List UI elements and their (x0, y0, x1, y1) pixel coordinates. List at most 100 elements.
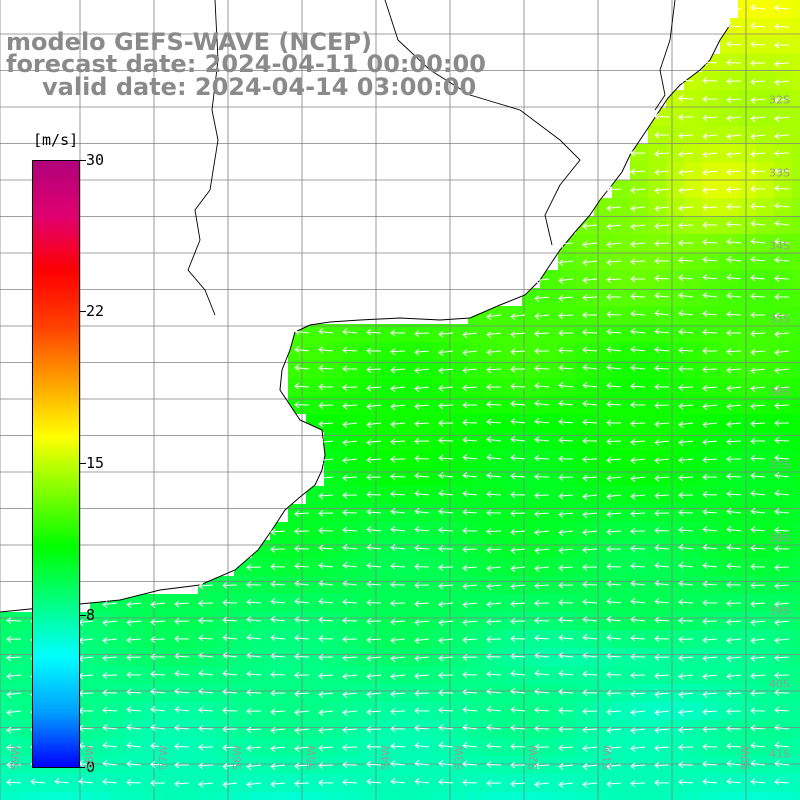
wind-vector-arrow (294, 762, 310, 770)
wind-speed-cell (792, 594, 800, 612)
wind-speed-cell (720, 306, 738, 324)
wind-vector-arrow (678, 328, 694, 336)
wind-vector-arrow (702, 778, 718, 785)
wind-vector-arrow (510, 491, 526, 499)
wind-speed-cell (522, 396, 540, 414)
latitude-label: 34S (769, 239, 790, 253)
wind-vector-arrow (318, 727, 334, 734)
wind-vector-arrow (726, 238, 742, 246)
wind-vector-arrow (750, 600, 766, 608)
latitude-label: 36S (769, 385, 790, 399)
wind-vector-arrow (534, 277, 550, 285)
wind-speed-cell (792, 540, 800, 558)
wind-vector-arrow (102, 706, 118, 714)
wind-vector-arrow (558, 781, 574, 789)
wind-speed-cell (306, 324, 324, 342)
wind-vector-arrow (750, 330, 766, 338)
wind-vector-arrow (606, 276, 622, 284)
wind-vector-arrow (702, 599, 718, 607)
wind-vector-arrow (726, 673, 742, 680)
wind-vector-arrow (678, 346, 694, 354)
wind-vector-arrow (726, 203, 742, 211)
wind-vector-arrow (654, 364, 670, 372)
wind-speed-cell (54, 792, 72, 800)
wind-vector-arrow (510, 617, 526, 625)
wind-speed-cell (738, 126, 756, 144)
wind-speed-cell (162, 684, 180, 702)
wind-vector-arrow (726, 40, 742, 48)
wind-vector-arrow (222, 781, 238, 789)
wind-vector-arrow (702, 256, 718, 264)
wind-vector-arrow (630, 597, 646, 605)
wind-vector-arrow (654, 187, 670, 195)
wind-vector-arrow (294, 690, 310, 698)
wind-vector-arrow (558, 616, 574, 624)
wind-vector-arrow (702, 169, 718, 177)
wind-vector-arrow (294, 709, 310, 716)
wind-vector-arrow (318, 616, 334, 624)
wind-vector-arrow (558, 346, 574, 354)
wind-vector-arrow (198, 582, 214, 590)
wind-vector-arrow (582, 707, 598, 715)
wind-vector-arrow (366, 655, 382, 662)
wind-vector-arrow (534, 617, 550, 625)
wind-speed-cell (306, 666, 324, 684)
wind-vector-arrow (726, 544, 742, 551)
wind-speed-cell (558, 360, 576, 378)
wind-speed-cell (666, 486, 684, 504)
wind-speed-cell (792, 702, 800, 720)
wind-vector-arrow (534, 725, 550, 732)
wind-vector-arrow (774, 150, 790, 157)
wind-vector-arrow (414, 637, 430, 645)
wind-vector-arrow (582, 363, 598, 371)
wind-speed-cell (450, 756, 468, 774)
wind-vector-arrow (774, 132, 790, 140)
wind-vector-arrow (174, 670, 190, 677)
wind-vector-arrow (702, 508, 718, 516)
wind-speed-cell (612, 792, 630, 800)
wind-speed-cell (792, 90, 800, 108)
border-line (187, 0, 219, 316)
wind-vector-arrow (726, 22, 742, 29)
wind-vector-arrow (102, 637, 118, 644)
wind-vector-arrow (438, 419, 454, 427)
wind-speed-cell (738, 0, 756, 18)
wind-vector-arrow (726, 115, 742, 122)
wind-vector-arrow (462, 471, 478, 479)
longitude-label: 57W (157, 745, 170, 770)
wind-vector-arrow (126, 688, 142, 696)
wind-speed-cell (666, 180, 684, 198)
wind-speed-cell (792, 72, 800, 90)
wind-vector-arrow (558, 329, 574, 337)
colorbar-tick-label: 30 (86, 151, 105, 169)
wind-vector-arrow (654, 457, 670, 465)
wind-speed-cell (450, 396, 468, 414)
wind-speed-cell (792, 774, 800, 792)
wind-vector-arrow (630, 258, 646, 266)
wind-vector-arrow (342, 474, 358, 482)
wind-vector-arrow (606, 763, 622, 770)
wind-vector-arrow (126, 654, 142, 661)
wind-vector-arrow (198, 634, 214, 642)
wind-vector-arrow (582, 616, 598, 623)
wind-vector-arrow (630, 205, 646, 213)
wind-vector-arrow (582, 418, 598, 426)
wind-vector-arrow (774, 637, 790, 644)
wind-vector-arrow (366, 562, 382, 569)
wind-vector-arrow (750, 402, 766, 410)
wind-vector-arrow (774, 760, 790, 767)
wind-vector-arrow (318, 779, 334, 787)
wind-vector-arrow (294, 401, 310, 409)
wind-speed-cell (378, 756, 396, 774)
wind-vector-arrow (6, 617, 22, 624)
wind-speed-cell (198, 792, 216, 800)
wind-speed-cell (306, 558, 324, 576)
wind-speed-cell (738, 360, 756, 378)
wind-speed-cell (306, 486, 324, 504)
wind-vector-arrow (270, 545, 286, 553)
wind-vector-arrow (774, 582, 790, 590)
wind-vector-arrow (510, 400, 526, 408)
wind-vector-arrow (486, 635, 502, 643)
wind-speed-cell (792, 216, 800, 234)
wind-speed-cell (738, 72, 756, 90)
